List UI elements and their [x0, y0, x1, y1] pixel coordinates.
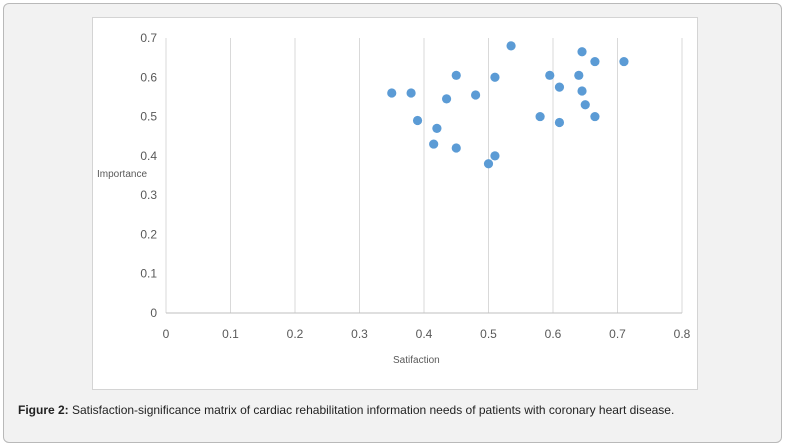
x-tick-label: 0.8 — [674, 327, 691, 341]
x-axis-label: Satifaction — [393, 355, 440, 366]
data-point — [580, 100, 590, 110]
data-points — [387, 41, 629, 169]
y-axis-label: Importance — [97, 169, 147, 180]
data-point — [387, 88, 397, 98]
y-tick-label: 0.3 — [140, 188, 157, 202]
data-point — [554, 82, 565, 92]
data-point — [441, 94, 452, 104]
data-point — [451, 143, 461, 153]
data-point — [412, 115, 423, 126]
data-point — [471, 90, 481, 100]
data-point — [490, 151, 500, 161]
y-tick-label: 0.5 — [140, 110, 157, 124]
data-point — [429, 139, 439, 149]
scatter-chart: 00.10.20.30.40.50.60.7 0 0.1 0.2 0.3 0.4 0.5 0… — [97, 31, 691, 366]
x-tick-label: 0.2 — [287, 327, 304, 341]
x-tick-label: 0.6 — [545, 327, 562, 341]
y-tick-label: 0.4 — [140, 149, 157, 163]
data-point — [451, 70, 461, 80]
y-tick-label: 0.2 — [140, 227, 157, 241]
x-tick-label: 0.5 — [480, 327, 497, 341]
data-point — [545, 70, 555, 80]
data-point — [619, 56, 629, 67]
x-tick-labels: 0 0.1 0.2 0.3 0.4 0.5 0.6 0.7 0.8 — [163, 327, 691, 341]
data-point — [577, 86, 587, 96]
data-point — [406, 88, 416, 98]
data-point — [554, 117, 565, 128]
data-point — [490, 72, 500, 82]
data-point — [574, 70, 584, 80]
caption-text: Satisfaction-significance matrix of card… — [68, 403, 675, 417]
data-point — [483, 159, 494, 169]
y-tick-labels: 0 0.1 0.2 0.3 0.4 0.5 0.6 0.7 — [140, 31, 157, 320]
figure-caption: Figure 2: Satisfaction-significance matr… — [18, 403, 768, 417]
chart-grid — [165, 38, 683, 314]
data-point — [535, 111, 545, 122]
data-point — [590, 56, 600, 67]
data-point — [590, 111, 600, 122]
data-point — [432, 123, 442, 133]
x-tick-label: 0.7 — [609, 327, 626, 341]
x-tick-label: 0.3 — [351, 327, 368, 341]
chart-panel: 0 0.1 0.2 0.3 0.4 0.5 0.6 0.7 0 0.1 0.2 0.3 0.4 0.5 0… — [92, 17, 698, 390]
y-tick-label: 0.6 — [140, 70, 157, 84]
x-tick-label: 0.1 — [222, 327, 239, 341]
x-tick-label: 0 — [163, 327, 170, 341]
y-tick-label: 0.1 — [140, 267, 157, 281]
caption-label: Figure 2: — [18, 403, 69, 417]
y-tick-label: 0.7 — [140, 31, 157, 45]
data-point — [577, 47, 587, 57]
y-tick-label: 0 — [150, 306, 157, 320]
x-tick-label: 0.4 — [416, 327, 433, 341]
data-point — [506, 41, 516, 51]
